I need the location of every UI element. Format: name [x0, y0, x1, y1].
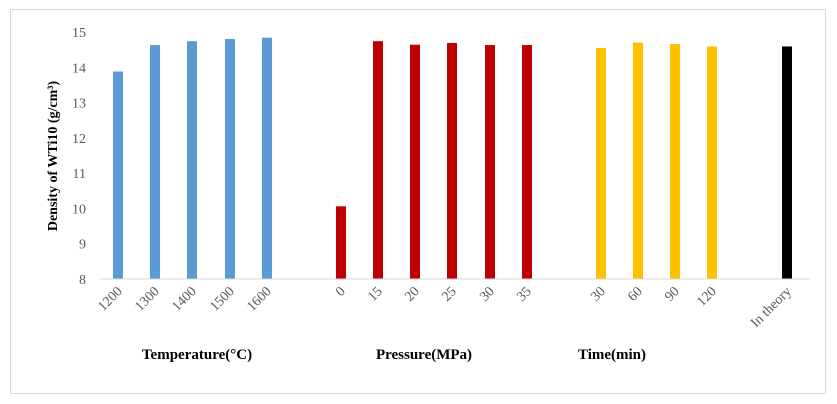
bar: [522, 45, 532, 280]
bar: [336, 206, 346, 279]
x-tick-label: 90: [662, 284, 683, 305]
group-labels: Temperature(°C) Pressure(MPa) Time(min): [142, 347, 646, 363]
x-tick-label: 1500: [207, 284, 237, 314]
group-label: Pressure(MPa): [376, 347, 472, 363]
x-tick-label: 120: [694, 284, 719, 309]
y-tick-label: 10: [72, 202, 86, 217]
bar: [670, 43, 680, 279]
y-tick-label: 13: [72, 97, 86, 112]
y-tick-label: 8: [79, 273, 86, 288]
bar: [150, 45, 160, 280]
bar: [782, 46, 792, 279]
x-tick-label: 0: [333, 284, 349, 300]
x-tick-label: 35: [514, 284, 535, 305]
x-tick-label: 30: [477, 284, 498, 305]
bar: [485, 45, 495, 280]
y-tick-label: 15: [72, 26, 86, 41]
bar: [707, 46, 717, 279]
y-tick-label: 11: [73, 167, 86, 182]
bar: [262, 37, 272, 279]
y-axis-ticks: 8 9 10 11 12 13 14 15: [72, 26, 86, 288]
bar: [447, 42, 457, 280]
bar: [373, 41, 383, 279]
y-axis-title: Density of WTi10 (g/cm³): [46, 81, 61, 232]
group-label: Time(min): [578, 347, 646, 363]
x-tick-label: 25: [439, 284, 460, 305]
y-tick-label: 14: [72, 61, 86, 76]
x-tick-label: 15: [365, 284, 386, 305]
bars: [113, 37, 792, 280]
bar: [225, 39, 235, 279]
group-label: Temperature(°C): [142, 347, 252, 363]
x-axis-ticks: 1200 1300 1400 1500 1600 0 15 20 25 30 35 30 60 90 120…: [95, 284, 794, 331]
x-tick-label: 30: [588, 284, 609, 305]
x-tick-label: 20: [402, 284, 423, 305]
y-tick-label: 9: [79, 238, 86, 253]
x-tick-label: 1200: [95, 284, 125, 314]
bar: [113, 71, 123, 280]
x-tick-label: 60: [625, 284, 646, 305]
bar: [633, 42, 643, 280]
x-tick-label: 1300: [132, 284, 162, 314]
bar: [410, 44, 420, 280]
x-tick-label: 1400: [169, 284, 199, 314]
y-tick-label: 12: [72, 132, 86, 147]
bar: [187, 41, 197, 279]
bar: [596, 47, 606, 279]
x-tick-label: In theory: [748, 284, 795, 331]
x-tick-label: 1600: [244, 284, 274, 314]
